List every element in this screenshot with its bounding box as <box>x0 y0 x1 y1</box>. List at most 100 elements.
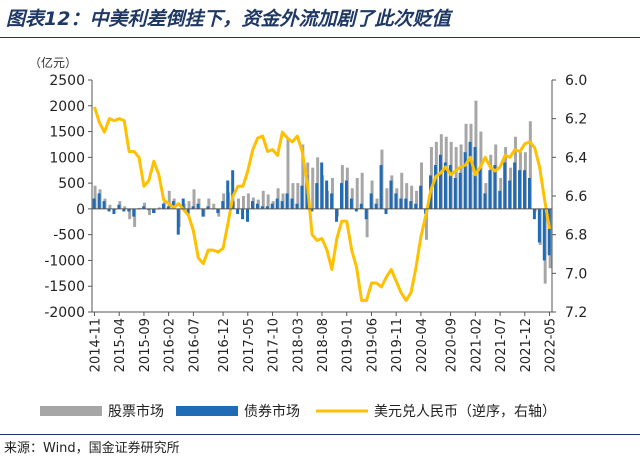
bond-market-bar <box>448 165 452 209</box>
bond-market-bar <box>468 141 472 209</box>
stock-market-bar <box>331 177 334 209</box>
source-note: 来源：Wind，国金证券研究所 <box>4 441 180 456</box>
bond-market-bar <box>285 193 289 209</box>
bond-market-bar <box>399 198 403 209</box>
bond-market-bar <box>527 177 531 209</box>
bond-market-bar <box>132 208 136 217</box>
bond-market-bar <box>97 193 101 209</box>
stock-market-bar <box>311 167 315 209</box>
bond-market-bar <box>498 190 502 209</box>
stock-market-bar <box>400 172 404 209</box>
x-axis-tick-label: 2017-05 <box>242 318 257 372</box>
bond-market-bar <box>419 185 423 209</box>
bond-market-bar <box>122 208 126 212</box>
bond-market-bar <box>260 206 264 209</box>
bond-market-bar <box>340 183 343 209</box>
bond-market-bar <box>389 180 393 209</box>
bond-market-bar <box>523 170 526 209</box>
stock-market-bar <box>167 190 171 209</box>
fx-capital-flow-chart: （亿元） -2000 -1500 -1000 -500 0 500 1000 1500 2000… <box>29 55 587 420</box>
x-axis-tick-label: 2018-03 <box>291 318 306 372</box>
stock-market-bar <box>528 121 532 209</box>
bond-market-bar <box>379 165 383 209</box>
left-axis-tick-label: 500 <box>58 176 85 192</box>
legend-label-stock: 股票市场 <box>108 403 164 420</box>
bond-market-bar <box>325 180 329 209</box>
x-axis-tick-label: 2016-02 <box>163 318 178 372</box>
bond-market-bar <box>142 206 146 209</box>
bond-market-bar <box>112 208 116 215</box>
stock-market-bar <box>123 206 127 209</box>
bond-market-bar <box>513 162 517 209</box>
stock-market-bar <box>212 203 216 209</box>
stock-market-bar <box>415 190 419 209</box>
x-axis-tick-label: 2019-06 <box>365 318 380 372</box>
bond-market-bar <box>394 193 398 209</box>
bond-market-bar <box>503 162 507 209</box>
bond-market-bar <box>310 208 314 212</box>
bond-market-bar <box>443 162 447 209</box>
chart-legend: 股票市场 债券市场 美元兑人民币（逆序，右轴） <box>40 403 556 420</box>
bond-market-bar <box>92 198 96 209</box>
stock-market-bar <box>365 208 369 238</box>
bond-market-bar <box>374 203 378 209</box>
bond-market-bar <box>191 206 195 209</box>
bond-market-bar <box>255 203 259 209</box>
bond-market-bar <box>270 203 274 209</box>
stock-market-bar <box>296 183 300 209</box>
x-axis-tick-label: 2021-07 <box>494 318 509 372</box>
bond-market-bar <box>369 193 373 209</box>
bond-market-bar <box>409 201 413 209</box>
title-divider <box>0 37 640 38</box>
bond-market-bar <box>246 208 249 222</box>
left-axis-tick-label: -1500 <box>44 279 85 295</box>
bond-market-bar <box>206 206 210 209</box>
stock-market-bar <box>192 189 196 209</box>
stock-market-bar <box>241 196 245 209</box>
right-axis-tick-label: 6.8 <box>565 228 587 244</box>
left-axis-tick-label: 1500 <box>49 125 85 141</box>
stock-market-bar <box>207 198 211 209</box>
stock-market-bar <box>187 201 191 209</box>
bond-market-bar <box>107 208 111 212</box>
bond-market-bar <box>152 208 156 214</box>
bond-market-bar <box>117 204 121 209</box>
bond-market-bar <box>458 172 462 209</box>
bond-market-bar <box>147 208 151 210</box>
bond-market-bar <box>493 165 497 209</box>
bond-market-bar <box>300 185 304 209</box>
bond-market-bar <box>414 203 418 209</box>
bond-market-bar <box>250 201 254 209</box>
bond-market-bar <box>216 208 220 214</box>
x-axis-tick-label: 2014-11 <box>88 318 103 372</box>
x-axis-tick-label: 2020-09 <box>445 318 460 372</box>
stock-market-bar <box>405 183 409 209</box>
legend-swatch-stock <box>40 406 102 416</box>
bond-market-bar <box>508 180 512 209</box>
x-axis-tick-label: 2018-08 <box>316 318 331 372</box>
bond-market-bar <box>275 198 279 209</box>
left-axis-unit-label: （亿元） <box>29 55 77 70</box>
bond-market-bar <box>359 203 363 209</box>
footer-divider <box>0 434 640 435</box>
left-axis-tick-label: 0 <box>76 202 85 218</box>
x-axis-tick-label: 2015-09 <box>138 318 153 372</box>
left-axis-tick-label: 2500 <box>49 73 85 89</box>
bond-market-bar <box>478 167 482 209</box>
bond-market-bar <box>186 208 190 215</box>
x-axis-tick-label: 2016-07 <box>187 318 202 372</box>
bond-market-bar <box>384 208 388 215</box>
stock-market-bar <box>355 177 359 209</box>
bond-market-bar <box>320 162 324 209</box>
bond-market-bar <box>265 206 269 209</box>
stock-market-bar <box>424 208 428 240</box>
bond-market-bar <box>181 198 185 209</box>
x-axis-tick-label: 2020-04 <box>415 318 430 372</box>
bond-market-bar <box>483 193 487 209</box>
bond-market-bar <box>236 208 240 215</box>
bond-market-bar <box>438 154 442 209</box>
bond-market-bar <box>171 201 175 209</box>
bond-market-bar <box>433 165 437 209</box>
right-axis-tick-label: 7.0 <box>565 266 587 282</box>
stock-market-bar <box>301 144 305 209</box>
